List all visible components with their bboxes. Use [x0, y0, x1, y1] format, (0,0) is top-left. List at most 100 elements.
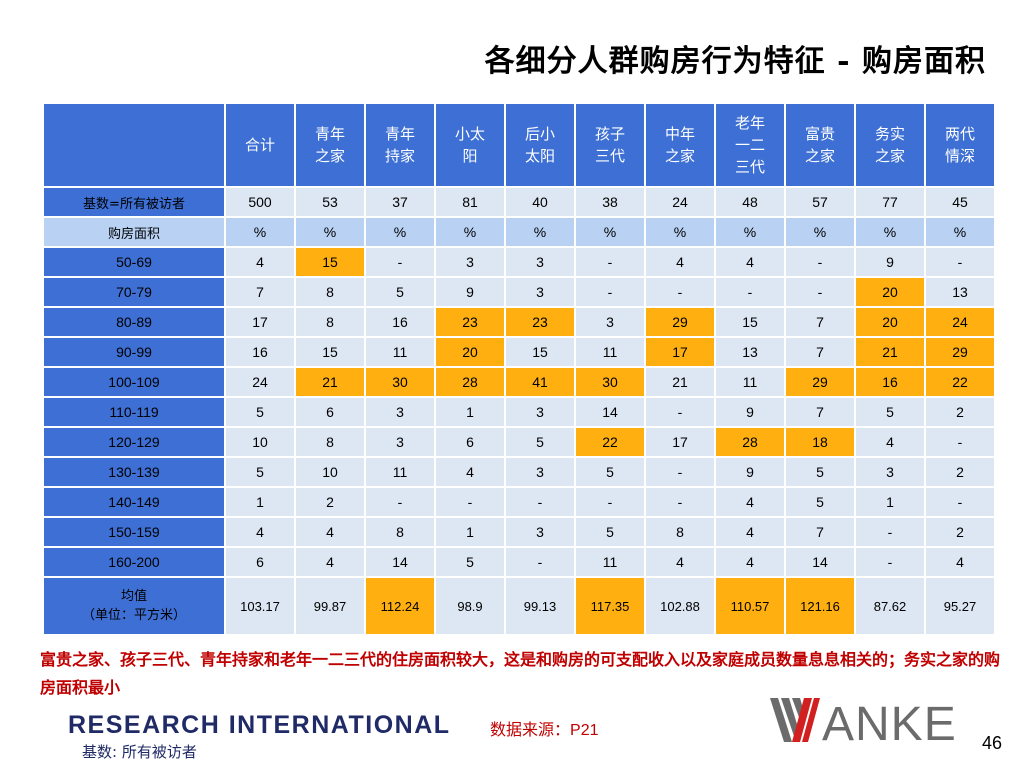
base-footnote: 基数: 所有被访者	[82, 743, 197, 761]
table-cell: 4	[646, 548, 714, 576]
research-international-logo: RESEARCH INTERNATIONAL	[68, 711, 451, 739]
table-cell: 5	[786, 488, 854, 516]
table-cell: 4	[226, 248, 294, 276]
table-cell: -	[576, 278, 644, 306]
row-label: 120-129	[44, 428, 224, 456]
row-label: 160-200	[44, 548, 224, 576]
table-cell: 110.57	[716, 578, 784, 634]
table-cell: 99.87	[296, 578, 364, 634]
column-header-line: 中年	[664, 125, 695, 143]
table-cell: -	[786, 278, 854, 306]
table-cell: 20	[436, 338, 504, 366]
table-cell: 11	[576, 548, 644, 576]
column-header: 孩子 三代	[576, 104, 644, 186]
table-cell: -	[576, 488, 644, 516]
table-cell: 10	[226, 428, 294, 456]
table-cell: 17	[226, 308, 294, 336]
row-label: 80-89	[44, 308, 224, 336]
column-header-line: 之家	[314, 147, 345, 165]
table-cell: 7	[786, 338, 854, 366]
table-cell: 15	[296, 338, 364, 366]
table-cell: 3	[366, 398, 434, 426]
table-cell: 22	[576, 428, 644, 456]
row-label: 150-159	[44, 518, 224, 546]
table-cell: 29	[786, 368, 854, 396]
table-cell: 2	[296, 488, 364, 516]
table-cell: 5	[366, 278, 434, 306]
table-row: 130-139 5 10 11 4 3 5-9 5 3 2	[44, 458, 994, 486]
table-cell: 4	[646, 248, 714, 276]
table-cell: 4	[296, 548, 364, 576]
table-cell: 4	[226, 518, 294, 546]
table-cell: 81	[436, 188, 504, 216]
row-label-line: 均值	[120, 589, 147, 604]
insight-note: 富贵之家、孩子三代、青年持家和老年一二三代的住房面积较大，这是和购房的可支配收入…	[40, 650, 1001, 697]
table-cell: -	[646, 488, 714, 516]
table-cell: 3	[506, 248, 574, 276]
table-cell: 45	[926, 188, 994, 216]
table-cell: 4	[716, 548, 784, 576]
table-cell: 30	[366, 368, 434, 396]
table-cell: 1	[436, 518, 504, 546]
table-cell: -	[506, 548, 574, 576]
table-cell: 14	[786, 548, 854, 576]
table-cell: 5	[436, 548, 504, 576]
table-cell: -	[506, 488, 574, 516]
column-header-line: 之家	[804, 147, 835, 165]
table-cell: -	[786, 248, 854, 276]
table-row: 110-119 5 6 3 1 3 14-9 7 5 2	[44, 398, 994, 426]
table-cell: 98.9	[436, 578, 504, 634]
table-cell: 117.35	[576, 578, 644, 634]
table-cell: 30	[576, 368, 644, 396]
table-row: 160-200 6 4 14 5-11 4 4 14-4	[44, 548, 994, 576]
table-cell: 29	[646, 308, 714, 336]
table-cell: 8	[296, 278, 364, 306]
table-cell: 2	[926, 458, 994, 486]
table-cell: 57	[786, 188, 854, 216]
table-cell: 16	[366, 308, 434, 336]
table-row: 70-79 7 8 5 9 3- - - -20 13	[44, 278, 994, 306]
table-cell: 41	[506, 368, 574, 396]
table-cell: 77	[856, 188, 924, 216]
table-cell: 1	[436, 398, 504, 426]
row-label: 70-79	[44, 278, 224, 306]
column-header: 中年 之家	[646, 104, 714, 186]
table-cell: 23	[506, 308, 574, 336]
table-cell: 3	[506, 518, 574, 546]
table-cell: 28	[436, 368, 504, 396]
table-cell: 5	[576, 458, 644, 486]
table-cell: 5	[226, 458, 294, 486]
table-cell: -	[646, 278, 714, 306]
vanke-logo: ANKE	[770, 698, 956, 746]
table-cell: 7	[786, 308, 854, 336]
table-cell: 14	[366, 548, 434, 576]
table-cell: 5	[786, 458, 854, 486]
table-cell: 87.62	[856, 578, 924, 634]
table-cell: 121.16	[786, 578, 854, 634]
column-header: 老年 一二 三代	[716, 104, 784, 186]
table-cell: %	[366, 218, 434, 246]
table-cell: %	[436, 218, 504, 246]
column-header-line: 后小	[524, 125, 555, 143]
column-header: 小太阳	[436, 104, 504, 186]
table-cell: %	[856, 218, 924, 246]
table-row: 80-89 17 8 16 23 23 3 29 15 7 20 24	[44, 308, 994, 336]
table-cell: 7	[786, 518, 854, 546]
table-cell: 10	[296, 458, 364, 486]
table-cell: -	[436, 488, 504, 516]
table-cell: 38	[576, 188, 644, 216]
source-page: P21	[570, 722, 599, 739]
table-cell: 4	[296, 518, 364, 546]
table-cell: -	[926, 248, 994, 276]
table-cell: 21	[856, 338, 924, 366]
table-cell: -	[856, 518, 924, 546]
table-cell: %	[296, 218, 364, 246]
table-cell: 4	[716, 518, 784, 546]
table-cell: 22	[926, 368, 994, 396]
row-label: 110-119	[44, 398, 224, 426]
table-cell: %	[926, 218, 994, 246]
table-cell: 8	[296, 308, 364, 336]
table-cell: 95.27	[926, 578, 994, 634]
table-cell: 15	[716, 308, 784, 336]
table-cell: -	[926, 488, 994, 516]
